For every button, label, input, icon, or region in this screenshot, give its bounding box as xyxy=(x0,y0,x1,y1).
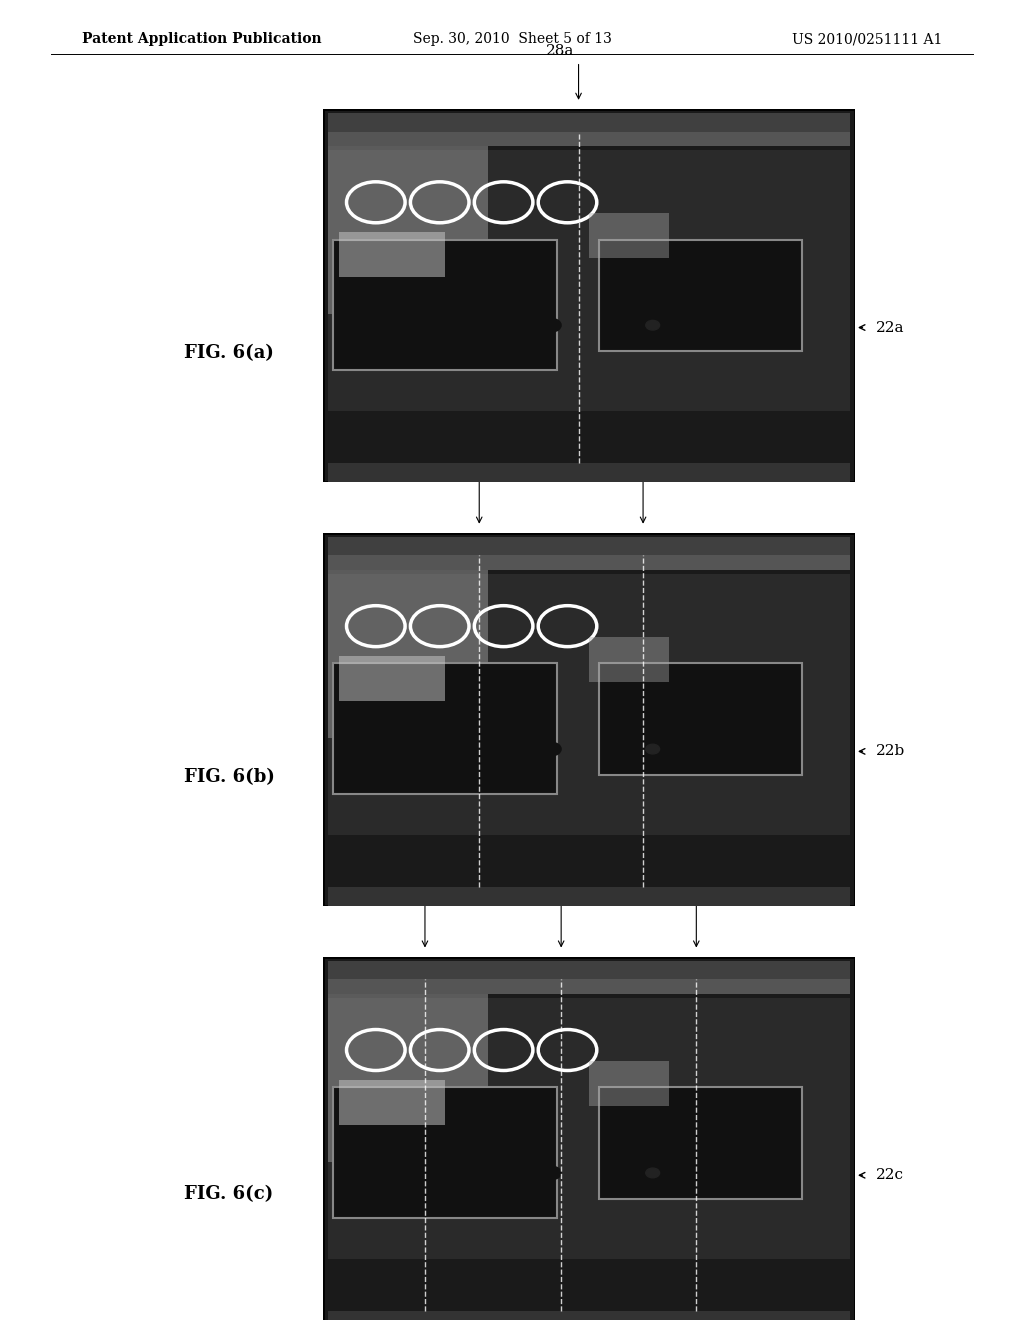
Text: Sep. 30, 2010  Sheet 5 of 13: Sep. 30, 2010 Sheet 5 of 13 xyxy=(413,32,611,46)
Text: 28a: 28a xyxy=(446,461,475,475)
Text: FIG. 6(c): FIG. 6(c) xyxy=(184,1185,273,1204)
Text: 28a: 28a xyxy=(665,883,693,896)
Text: 28a: 28a xyxy=(392,883,421,896)
Text: FIG. 6(a): FIG. 6(a) xyxy=(184,345,274,362)
Text: Patent Application Publication: Patent Application Publication xyxy=(82,32,322,46)
Text: 28a: 28a xyxy=(528,883,557,896)
Text: 28a: 28a xyxy=(610,461,639,475)
Text: 22b: 22b xyxy=(876,744,905,759)
Text: FIG. 6(b): FIG. 6(b) xyxy=(184,768,275,787)
Text: 22a: 22a xyxy=(876,321,904,334)
Text: 28a: 28a xyxy=(546,44,574,58)
Text: US 2010/0251111 A1: US 2010/0251111 A1 xyxy=(792,32,942,46)
Text: 22c: 22c xyxy=(876,1168,903,1183)
